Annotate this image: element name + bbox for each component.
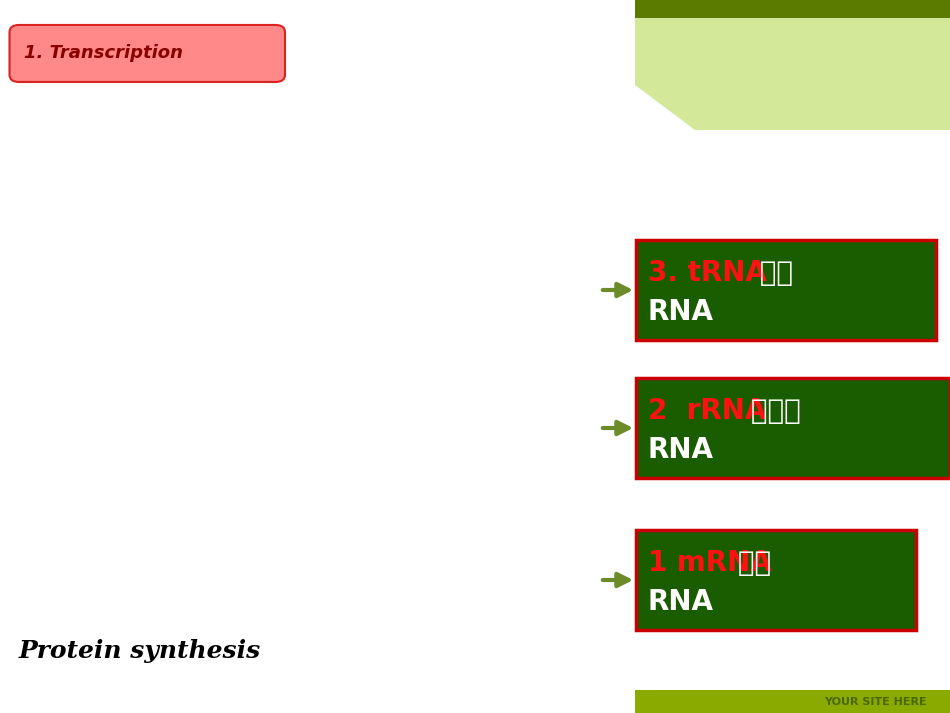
Bar xyxy=(910,0,918,18)
Bar xyxy=(635,0,643,18)
Bar xyxy=(800,0,808,18)
Text: 3. tRNA: 3. tRNA xyxy=(648,259,767,287)
Bar xyxy=(734,0,742,18)
Polygon shape xyxy=(635,18,950,130)
Text: RNA: RNA xyxy=(648,588,714,616)
Bar xyxy=(921,0,929,18)
FancyBboxPatch shape xyxy=(636,530,916,630)
FancyBboxPatch shape xyxy=(10,25,285,82)
Bar xyxy=(866,0,874,18)
Bar xyxy=(778,0,786,18)
Bar xyxy=(932,0,940,18)
Text: YOUR SITE HERE: YOUR SITE HERE xyxy=(824,697,926,707)
Text: 2  rRNA: 2 rRNA xyxy=(648,397,767,425)
Text: 1. Transcription: 1. Transcription xyxy=(24,44,182,63)
Bar xyxy=(668,0,676,18)
Bar xyxy=(646,0,654,18)
Bar xyxy=(679,0,687,18)
Bar xyxy=(657,0,665,18)
Bar xyxy=(822,0,830,18)
Bar xyxy=(767,0,775,18)
Text: RNA: RNA xyxy=(648,298,714,326)
Bar xyxy=(723,0,731,18)
Bar xyxy=(635,690,950,713)
Bar xyxy=(833,0,841,18)
Bar xyxy=(701,0,709,18)
Bar xyxy=(899,0,907,18)
Text: RNA: RNA xyxy=(648,436,714,464)
Bar xyxy=(877,0,885,18)
Bar xyxy=(690,0,698,18)
Bar xyxy=(789,0,797,18)
Bar xyxy=(844,0,852,18)
Bar xyxy=(811,0,819,18)
Bar xyxy=(855,0,863,18)
FancyBboxPatch shape xyxy=(636,240,936,340)
Bar xyxy=(888,0,896,18)
Text: 核糖体: 核糖体 xyxy=(743,397,801,425)
Text: 1 mRNA: 1 mRNA xyxy=(648,549,771,577)
Bar xyxy=(745,0,753,18)
Text: Protein synthesis: Protein synthesis xyxy=(19,639,261,663)
Bar xyxy=(635,18,950,130)
Bar xyxy=(756,0,764,18)
Text: 信使: 信使 xyxy=(729,549,771,577)
Bar xyxy=(712,0,720,18)
Bar xyxy=(635,0,950,18)
Text: 转运: 转运 xyxy=(743,259,793,287)
FancyBboxPatch shape xyxy=(636,378,950,478)
Polygon shape xyxy=(635,85,695,130)
